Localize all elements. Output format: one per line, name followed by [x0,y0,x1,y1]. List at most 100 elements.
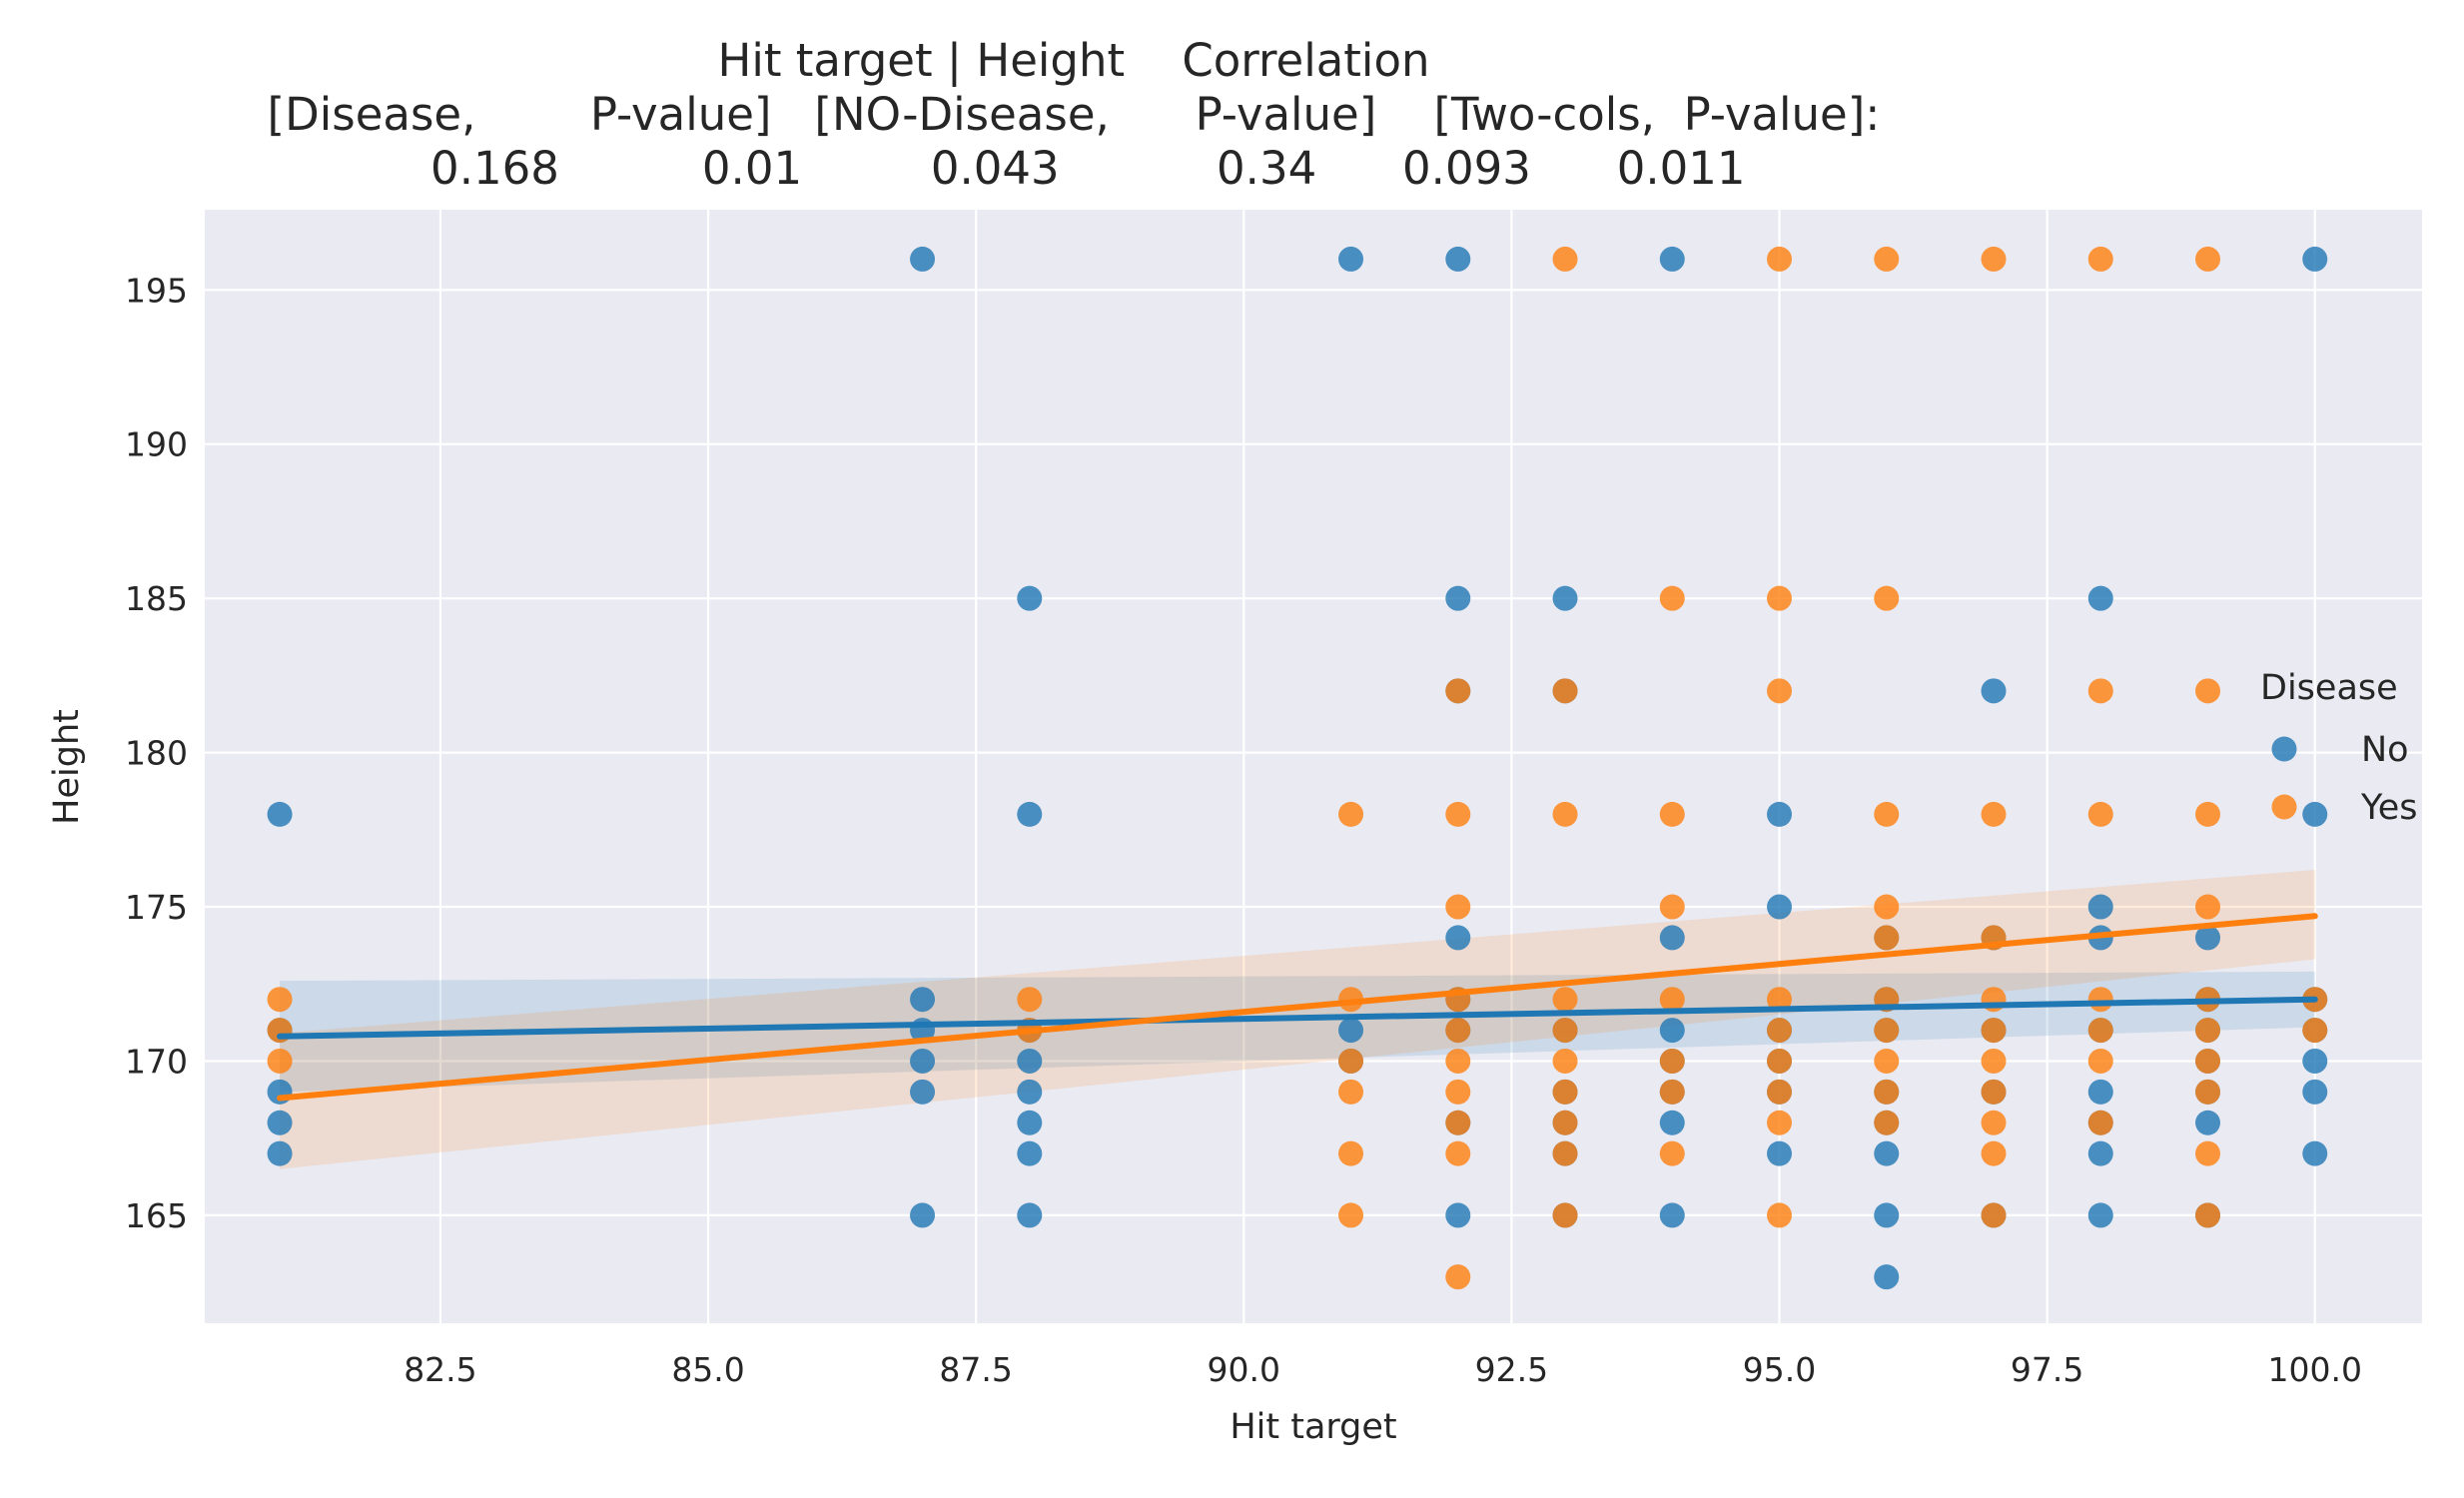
point-yes [1874,1110,1900,1135]
point-yes [2087,1110,2113,1135]
point-no [1659,1110,1685,1135]
point-yes [1445,1048,1471,1074]
point-yes [2195,801,2221,827]
point-yes [267,1048,293,1074]
x-tick-label: 85.0 [671,1350,744,1389]
regression-lines [277,913,2318,1102]
legend-marker-no [2271,736,2297,762]
point-yes [1659,987,1685,1013]
point-no [2087,1079,2113,1105]
point-yes [1338,801,1364,827]
point-no [1874,1264,1900,1290]
point-no [1445,925,1471,951]
point-yes [1445,1110,1471,1135]
point-no [2195,1110,2221,1135]
point-yes [2195,894,2221,920]
point-yes [1552,1079,1578,1105]
y-tick-labels: 165 170 175 180 185 190 195 [125,271,188,1235]
point-yes [1767,1202,1793,1228]
legend-label-yes: Yes [2360,788,2418,828]
point-yes [1552,987,1578,1013]
x-tick-label: 97.5 [2011,1350,2083,1389]
x-tick-label: 90.0 [1208,1350,1280,1389]
point-no [1981,678,2007,704]
point-yes [1874,894,1900,920]
point-yes [2195,1048,2221,1074]
legend-title: Disease [2260,668,2398,708]
point-no [1338,246,1364,272]
point-yes [1981,1079,2007,1105]
point-yes [1338,1202,1364,1228]
point-no [1017,1048,1043,1074]
title-line-1: Hit target | Height Correlation [718,34,1430,87]
point-yes [2195,1140,2221,1166]
point-yes [267,987,293,1013]
point-yes [1552,246,1578,272]
point-no [1659,246,1685,272]
point-yes [1767,987,1793,1013]
point-yes [2087,987,2113,1013]
point-yes [2087,1048,2113,1074]
point-no [1659,1202,1685,1228]
point-yes [1659,894,1685,920]
point-yes [1767,585,1793,611]
point-yes [1445,1264,1471,1290]
point-no [267,1140,293,1166]
point-yes [1767,1079,1793,1105]
point-yes [1659,585,1685,611]
x-tick-label: 100.0 [2268,1350,2362,1389]
point-no [2302,1140,2328,1166]
point-no [1017,1140,1043,1166]
point-yes [1552,1110,1578,1135]
point-yes [1874,585,1900,611]
point-no [2302,801,2328,827]
point-yes [1338,1140,1364,1166]
point-no [910,987,936,1013]
point-yes [1981,1140,2007,1166]
point-yes [1659,1079,1685,1105]
point-yes [2195,246,2221,272]
point-yes [2195,1018,2221,1044]
grid [205,210,2422,1323]
point-no [2195,925,2221,951]
point-yes [1552,1048,1578,1074]
point-no [1017,801,1043,827]
point-yes [1552,678,1578,704]
point-yes [1874,246,1900,272]
title-line-3: 0.168 0.01 0.043 0.34 0.093 0.011 [402,142,1745,195]
point-yes [1874,1048,1900,1074]
y-tick-label: 190 [125,425,188,464]
regression-line-no [277,996,2318,1040]
legend: Disease No Yes [2260,668,2418,828]
x-tick-label: 82.5 [404,1350,476,1389]
point-yes [1874,1018,1900,1044]
point-no [267,801,293,827]
y-tick-label: 195 [125,271,188,310]
point-yes [2302,1018,2328,1044]
point-yes [1767,1018,1793,1044]
confidence-band-no [280,971,2315,1093]
regression-line-yes [277,913,2318,1102]
point-yes [1017,987,1043,1013]
x-axis-label: Hit target [1230,1407,1396,1447]
x-tick-labels: 82.5 85.0 87.5 90.0 92.5 95.0 97.5 100.0 [404,1350,2362,1389]
point-no [1017,1110,1043,1135]
y-axis-label: Height [47,709,87,825]
point-no [2087,1140,2113,1166]
y-tick-label: 175 [125,888,188,927]
point-yes [1552,801,1578,827]
point-no [2302,246,2328,272]
point-yes [1767,1048,1793,1074]
point-yes [1874,925,1900,951]
point-no [1767,1140,1793,1166]
point-yes [1445,678,1471,704]
point-yes [1445,1079,1471,1105]
point-yes [1767,678,1793,704]
point-yes [1338,1079,1364,1105]
point-yes [1981,1048,2007,1074]
x-tick-label: 95.0 [1743,1350,1816,1389]
point-yes [2087,1018,2113,1044]
point-no [1445,246,1471,272]
point-no [2087,894,2113,920]
